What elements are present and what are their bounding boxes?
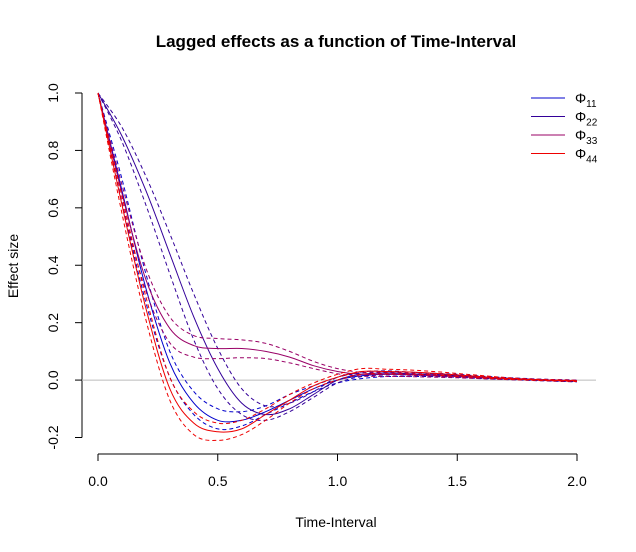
legend-symbol: Φ bbox=[575, 146, 586, 162]
y-tick-label: 0.8 bbox=[45, 140, 61, 160]
series-33 bbox=[97, 92, 578, 382]
legend-label-22: Φ22 bbox=[575, 109, 598, 129]
y-tick-label: 0.2 bbox=[45, 313, 61, 333]
series-44 bbox=[97, 92, 578, 441]
legend-symbol: Φ bbox=[575, 127, 586, 143]
y-axis-label: Effect size bbox=[5, 234, 21, 299]
x-axis-label: Time-Interval bbox=[295, 514, 376, 530]
series-33-estimate bbox=[97, 92, 578, 382]
legend-subscript: 22 bbox=[586, 118, 598, 129]
legend-label-11: Φ11 bbox=[575, 90, 597, 110]
y-tick-label: 0.0 bbox=[45, 370, 61, 390]
series-33-upper-bound bbox=[97, 92, 578, 381]
legend-label-33: Φ33 bbox=[575, 127, 598, 147]
y-tick-label: -0.2 bbox=[45, 425, 61, 449]
legend-subscript: 11 bbox=[586, 99, 597, 110]
series-44-upper-bound bbox=[97, 92, 578, 425]
series-22-upper-bound bbox=[97, 92, 578, 408]
series-44-estimate bbox=[97, 92, 578, 433]
series-22-estimate bbox=[97, 92, 578, 416]
series-11-estimate bbox=[97, 92, 578, 423]
y-tick-label: 0.6 bbox=[45, 198, 61, 218]
legend-symbol: Φ bbox=[575, 109, 586, 125]
x-tick-label: 2.0 bbox=[567, 473, 587, 489]
series-lines bbox=[97, 92, 578, 441]
chart-title: Lagged effects as a function of Time-Int… bbox=[156, 32, 517, 51]
legend-subscript: 44 bbox=[586, 155, 598, 166]
x-tick-label: 1.0 bbox=[328, 473, 348, 489]
x-tick-label: 0.0 bbox=[88, 473, 108, 489]
y-tick-label: 1.0 bbox=[45, 83, 61, 103]
y-tick-label: 0.4 bbox=[45, 255, 61, 275]
legend-subscript: 33 bbox=[586, 136, 598, 147]
series-33-lower-bound bbox=[97, 92, 578, 382]
axes: 0.0 0.5 1.0 1.5 2.0 -0.2 0.0 0.2 0.4 0.6 0.8 1.0 bbox=[45, 83, 587, 489]
x-tick-label: 0.5 bbox=[208, 473, 228, 489]
legend-symbol: Φ bbox=[575, 90, 586, 106]
legend-label-44: Φ44 bbox=[575, 146, 598, 166]
x-tick-label: 1.5 bbox=[448, 473, 468, 489]
